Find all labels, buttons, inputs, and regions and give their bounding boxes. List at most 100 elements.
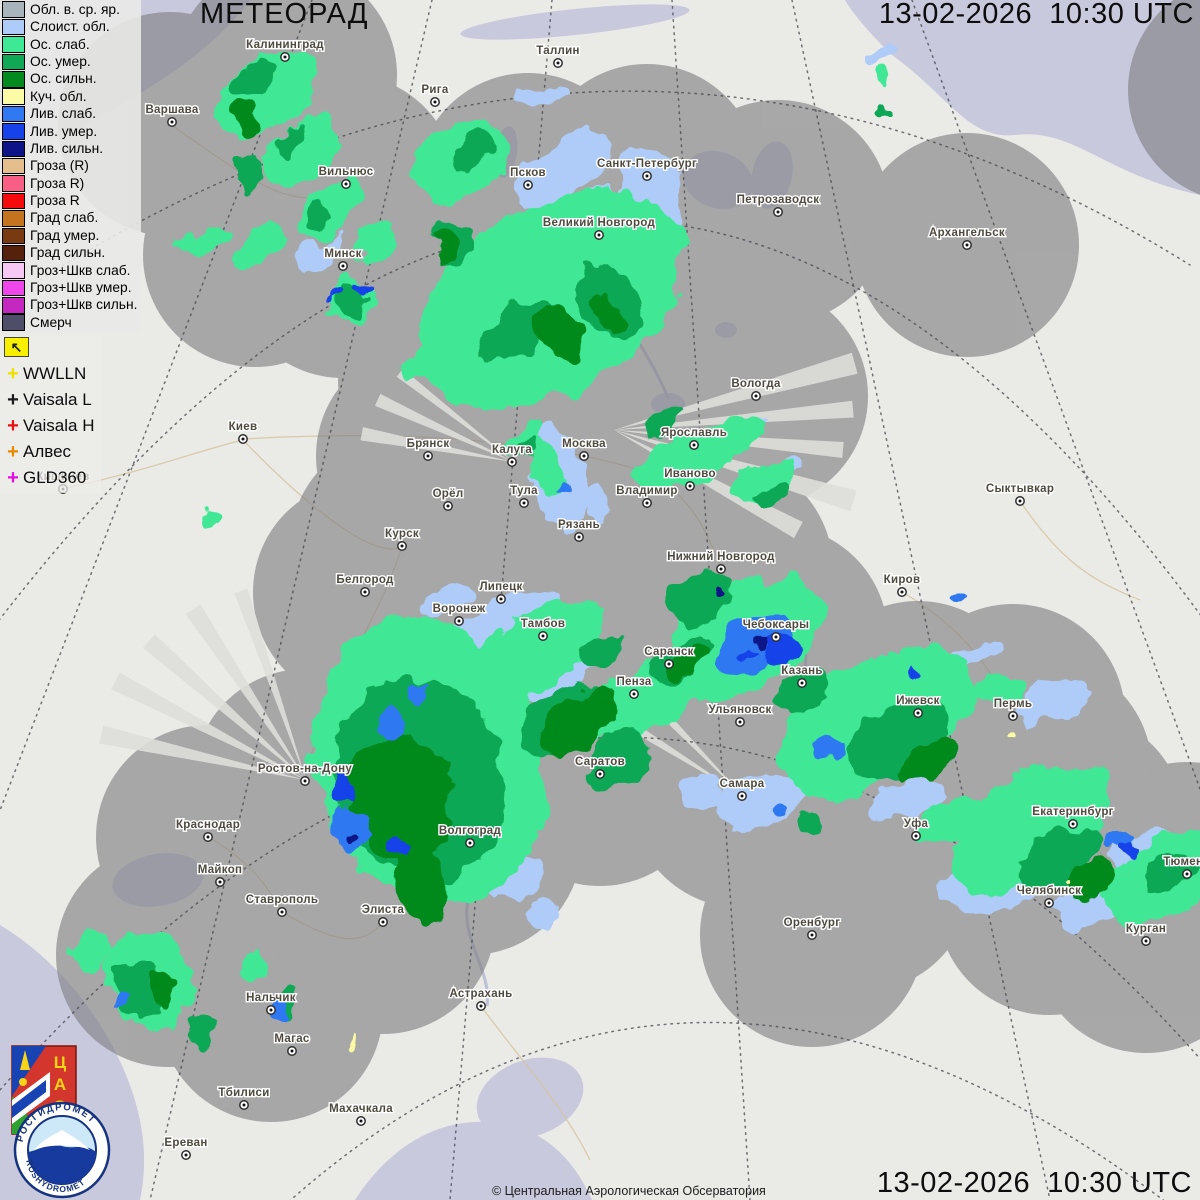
legend-color-swatch <box>2 157 25 175</box>
precipitation-legend: Обл. в. ср. яр. Слоист. обл. Ос. слаб. Ос. … <box>0 0 142 334</box>
legend-color-swatch <box>2 297 25 314</box>
city-Уфа: Уфа <box>902 817 930 841</box>
city-label: Тбилиси <box>218 1087 269 1099</box>
lightning-source-item: + Vaisala H <box>3 413 94 439</box>
legend-color-swatch <box>2 314 25 331</box>
city-label: Архангельск <box>929 227 1005 239</box>
city-label: Брянск <box>407 438 450 450</box>
legend-item: Гроза R <box>2 192 137 210</box>
city-Киев: Киев <box>227 420 258 444</box>
city-label: Вильнюс <box>319 166 374 178</box>
city-Великий Новгород: Великий Новгород <box>541 216 657 240</box>
legend-label: Слоист. обл. <box>30 19 110 35</box>
lightning-source-label: Алвес <box>23 442 72 461</box>
legend-item: Град умер. <box>2 227 137 245</box>
city-Калининград: Калининград <box>245 38 325 62</box>
city-Орёл: Орёл <box>431 487 465 511</box>
legend-color-swatch <box>2 88 25 105</box>
city-Ставрополь: Ставрополь <box>244 893 319 917</box>
city-Пермь: Пермь <box>992 697 1033 721</box>
city-label: Варшава <box>145 104 198 116</box>
city-label: Саранск <box>644 646 693 658</box>
lightning-source-item: + Vaisala L <box>3 387 95 413</box>
city-label: Магас <box>274 1033 310 1045</box>
city-label: Калуга <box>492 444 532 456</box>
lightning-cross-icon: + <box>7 389 19 411</box>
city-label: Чебоксары <box>743 619 810 631</box>
timestamp-bottom: 13-02-2026 10:30 UTC <box>876 1167 1192 1199</box>
legend-label: Обл. в. ср. яр. <box>30 1 120 17</box>
city-Тбилиси: Тбилиси <box>217 1086 271 1110</box>
city-Саратов: Саратов <box>574 755 626 779</box>
city-Киров: Киров <box>882 573 921 597</box>
city-label: Нальчик <box>246 992 296 1004</box>
city-Магас: Магас <box>273 1032 311 1056</box>
legend-color-swatch <box>2 53 25 71</box>
city-label: Орёл <box>433 488 464 500</box>
city-label: Вологда <box>731 378 781 390</box>
city-label: Тамбов <box>521 618 566 630</box>
lightning-source-item: + WWLLN <box>3 361 95 387</box>
city-Рига: Рига <box>420 83 450 107</box>
legend-label: Ос. сильн. <box>30 71 97 87</box>
legend-item: Слоист. обл. <box>2 18 137 36</box>
legend-label: Лив. сильн. <box>30 140 104 156</box>
city-Волгоград: Волгоград <box>437 824 503 848</box>
flag-letter: А <box>54 1075 66 1094</box>
city-Ижевск: Ижевск <box>895 694 941 718</box>
legend-item: Ос. слаб. <box>2 36 137 53</box>
city-Тамбов: Тамбов <box>519 617 566 641</box>
city-label: Рига <box>421 84 448 96</box>
city-Махачкала: Махачкала <box>328 1102 394 1126</box>
legend-label: Гроз+Шкв умер. <box>30 280 132 296</box>
legend-item: Ос. умер. <box>2 53 137 71</box>
legend-color-swatch <box>2 227 25 245</box>
city-label: Ростов-на-Дону <box>258 763 352 775</box>
copyright-text: © Центральная Аэрологическая Обсерватори… <box>492 1184 766 1198</box>
legend-color-swatch <box>2 1 25 18</box>
city-label: Псков <box>510 167 546 179</box>
legend-label: Град сильн. <box>30 245 106 261</box>
legend-label: Гроза R) <box>30 175 85 191</box>
legend-item: Град слаб. <box>2 210 137 227</box>
city-label: Киров <box>884 574 921 586</box>
lightning-cross-icon: + <box>7 441 19 463</box>
legend-color-swatch <box>2 279 25 297</box>
lightning-strike-icon: ↖ <box>4 337 29 357</box>
city-Тула: Тула <box>509 484 539 508</box>
city-label: Сыктывкар <box>986 483 1054 495</box>
city-Самара: Самара <box>718 777 766 801</box>
lightning-source-item: + Алвес <box>3 439 95 465</box>
city-label: Москва <box>562 438 606 450</box>
city-Астрахань: Астрахань <box>448 987 514 1011</box>
city-Курган: Курган <box>1124 922 1167 946</box>
city-Вильнюс: Вильнюс <box>317 165 375 189</box>
city-Иваново: Иваново <box>663 467 717 491</box>
city-Петрозаводск: Петрозаводск <box>735 193 820 217</box>
city-label: Пенза <box>616 676 651 688</box>
legend-label: Ос. умер. <box>30 53 91 69</box>
city-Липецк: Липецк <box>478 580 524 604</box>
legend-item: Гроза (R) <box>2 157 137 175</box>
legend-color-swatch <box>2 175 25 192</box>
legend-item: Ос. сильн. <box>2 71 137 88</box>
city-Белгород: Белгород <box>335 573 395 597</box>
city-label: Санкт-Петербург <box>597 158 697 170</box>
city-Брянск: Брянск <box>405 437 450 461</box>
city-Сыктывкар: Сыктывкар <box>984 482 1055 506</box>
city-Челябинск: Челябинск <box>1015 884 1082 908</box>
city-label: Курган <box>1126 923 1166 935</box>
city-label: Элиста <box>362 904 405 916</box>
legend-color-swatch <box>2 192 25 210</box>
legend-label: Куч. обл. <box>30 88 87 104</box>
city-label: Волгоград <box>439 825 502 837</box>
city-label: Владимир <box>616 485 677 497</box>
lightning-cross-icon: + <box>7 415 19 437</box>
flag-letter: Ц <box>54 1053 67 1072</box>
legend-color-swatch <box>2 36 25 53</box>
city-label: Пермь <box>994 698 1033 710</box>
city-label: Нижний Новгород <box>667 551 775 563</box>
city-label: Иваново <box>664 468 716 480</box>
lightning-source-label: WWLLN <box>23 364 87 383</box>
legend-color-swatch <box>2 123 25 140</box>
